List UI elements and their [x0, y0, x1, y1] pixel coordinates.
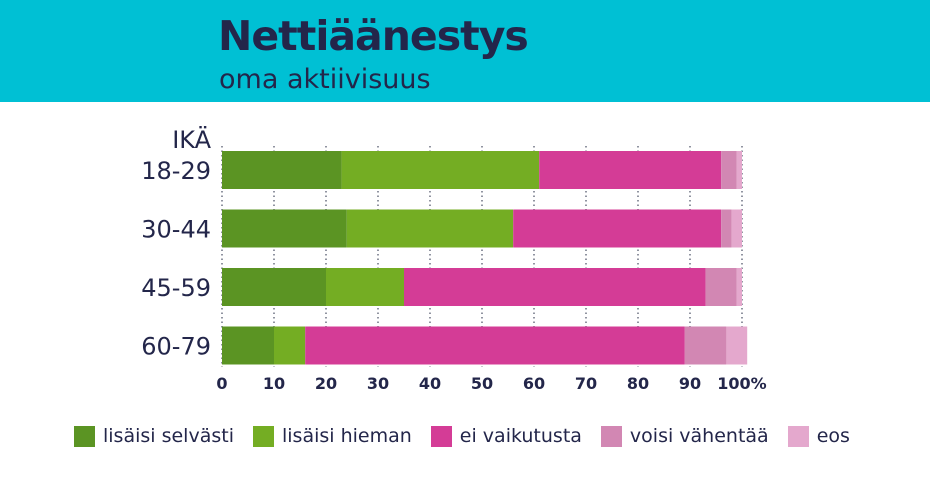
x-tick-label: 50 [471, 374, 493, 393]
category-label: 45-59 [141, 274, 211, 302]
bar-segment [721, 151, 737, 189]
x-tick-label: 90 [679, 374, 701, 393]
bar-segment [222, 268, 326, 306]
legend-label: lisäisi hieman [281, 425, 412, 447]
legend-label: voisi vähentää [629, 425, 769, 447]
legend-swatch [787, 425, 809, 447]
x-tick-label: 0 [216, 374, 227, 393]
legend-item: lisäisi hieman [252, 425, 412, 447]
legend-item: ei vaikutusta [430, 425, 582, 447]
x-tick-label: 100% [717, 374, 766, 393]
x-tick-label: 40 [419, 374, 441, 393]
header-banner: Nettiäänestys oma aktiivisuus [0, 0, 930, 102]
bar-segment [404, 268, 706, 306]
x-tick-label: 10 [263, 374, 285, 393]
legend-swatch [430, 425, 452, 447]
bar-segment [326, 268, 404, 306]
category-label: 30-44 [141, 216, 211, 244]
bar-segment [539, 151, 722, 189]
x-tick-label: 80 [627, 374, 649, 393]
legend-swatch [252, 425, 274, 447]
bar-segment [341, 151, 540, 189]
bar-segment [731, 209, 742, 248]
legend-swatch [74, 425, 95, 447]
legend-item: lisäisi selvästi [74, 425, 234, 447]
bar-segment [222, 151, 342, 189]
category-label: 60-79 [141, 333, 211, 361]
x-tick-label: 60 [523, 374, 545, 393]
bar-segment [305, 326, 685, 365]
legend-item: voisi vähentää [600, 425, 769, 447]
bar-segment [684, 326, 727, 365]
bar-segment [274, 326, 306, 365]
bar-segment [513, 209, 722, 248]
bar-segment [726, 326, 748, 365]
page-title: Nettiäänestys [218, 12, 529, 60]
category-label: 18-29 [141, 157, 211, 185]
bar-segment [736, 268, 742, 306]
legend-swatch [600, 425, 622, 447]
legend-label: ei vaikutusta [459, 425, 582, 447]
x-tick-label: 70 [575, 374, 597, 393]
legend-label: eos [816, 425, 850, 447]
bar-segment [736, 151, 742, 189]
category-axis-label: IKÄ [172, 125, 211, 154]
legend-label: lisäisi selvästi [103, 425, 234, 447]
bar-segment [222, 326, 274, 365]
bar-segment [705, 268, 737, 306]
x-tick-label: 30 [367, 374, 389, 393]
x-tick-label: 20 [315, 374, 337, 393]
stacked-bar-chart: IKÄ 18-29 30-44 45-59 60-79 0 10 20 30 40 50 60 70 80… [141, 125, 766, 393]
chart-legend: lisäisi selvästi lisäisi hieman ei vaikutu… [74, 423, 869, 449]
bar-segment [346, 209, 514, 248]
page-subtitle: oma aktiivisuus [219, 64, 431, 95]
legend-item: eos [787, 425, 850, 447]
bar-segment [222, 209, 347, 248]
bar-segment [721, 209, 732, 248]
